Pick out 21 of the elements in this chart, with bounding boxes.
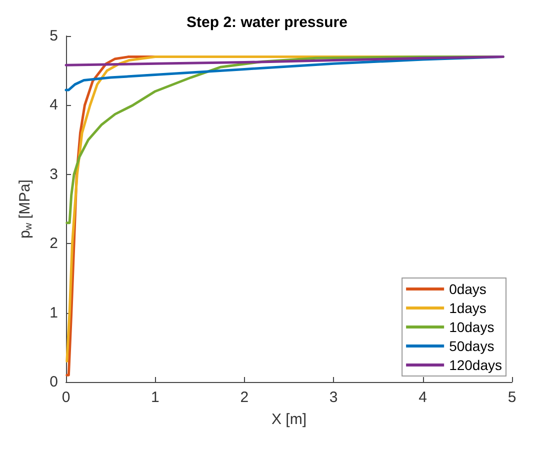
- y-tick-label: 0: [50, 374, 58, 390]
- y-tick-label: 3: [50, 166, 58, 183]
- y-tick-label: 4: [50, 96, 58, 114]
- y-tick-label: 2: [50, 235, 58, 252]
- x-tick-label: 0: [62, 389, 70, 406]
- legend-label: 50days: [449, 338, 494, 354]
- x-tick-label: 5: [508, 389, 516, 406]
- x-tick-label: 1: [151, 389, 160, 406]
- legend-label: 1days: [449, 300, 486, 316]
- y-tick-label: 1: [50, 304, 58, 322]
- x-tick-label: 4: [418, 389, 427, 406]
- line-series: [64, 56, 504, 66]
- y-axis-title: pw [MPa]: [16, 180, 34, 238]
- x-tick-label: 3: [329, 389, 338, 406]
- legend-label: 10days: [449, 319, 494, 335]
- legend-label: 120days: [449, 357, 502, 373]
- y-tick-label: 5: [50, 28, 58, 44]
- chart-title: Step 2: water pressure: [186, 14, 348, 31]
- legend-label: 0days: [449, 281, 486, 297]
- x-axis-title: X [m]: [271, 411, 307, 428]
- x-tick-label: 2: [240, 389, 249, 406]
